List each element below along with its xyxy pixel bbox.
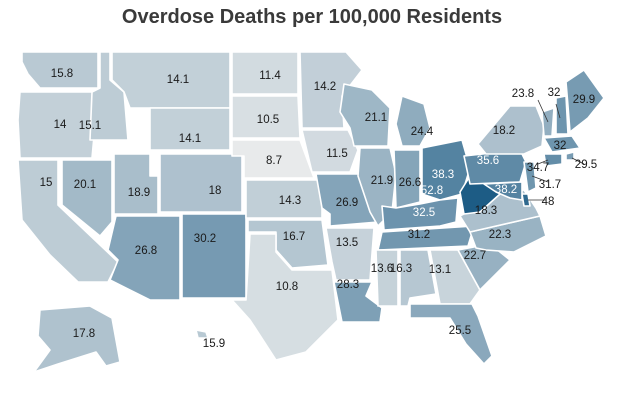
callout-line-vt <box>537 99 549 123</box>
state-nh <box>555 95 569 135</box>
state-ne <box>231 139 315 179</box>
state-sd <box>231 95 301 139</box>
state-label-mt: 14.1 <box>167 74 189 86</box>
state-or <box>17 91 99 159</box>
state-label-md: 38.2 <box>495 184 517 196</box>
state-label-tx: 10.8 <box>276 281 298 293</box>
state-label-pa: 35.6 <box>477 155 499 167</box>
state-label-az: 26.8 <box>135 245 157 257</box>
state-hi <box>195 329 209 339</box>
state-label-co: 18 <box>209 185 222 197</box>
state-wa <box>21 51 99 89</box>
state-md <box>483 181 523 201</box>
state-ia <box>301 129 359 173</box>
state-ga <box>429 249 481 305</box>
state-label-nc: 22.3 <box>489 229 511 241</box>
state-fl <box>409 303 493 365</box>
state-label-ks: 14.3 <box>279 195 301 207</box>
state-label-ak: 17.8 <box>73 328 95 340</box>
state-shapes <box>17 51 605 373</box>
state-wy <box>149 107 231 151</box>
state-label-sd: 10.5 <box>257 114 279 126</box>
state-label-ri: 29.5 <box>575 159 597 171</box>
state-id <box>89 51 129 141</box>
state-label-ia: 11.5 <box>326 148 348 160</box>
state-label-ar: 13.5 <box>336 237 358 249</box>
state-label-wa: 15.8 <box>51 68 73 80</box>
state-ar <box>325 227 375 281</box>
state-me <box>565 69 605 133</box>
state-label-nv: 20.1 <box>74 179 96 191</box>
state-label-va: 18.3 <box>475 205 497 217</box>
state-label-ut: 18.9 <box>128 187 150 199</box>
callout-line-nj <box>531 175 549 183</box>
callout-line-ct <box>537 159 549 165</box>
state-label-de: 48 <box>542 196 555 208</box>
state-label-ok: 16.7 <box>283 231 305 243</box>
state-az <box>107 215 181 301</box>
state-label-or: 14 <box>54 119 67 131</box>
state-label-vt: 23.8 <box>512 88 534 100</box>
state-label-mo: 26.9 <box>336 197 358 209</box>
state-ak <box>33 305 121 373</box>
state-label-wi: 21.1 <box>365 112 387 124</box>
state-label-ma: 32 <box>554 140 567 152</box>
state-labels: 15.8 14 15 15.1 20.1 14.1 14.1 18.9 26.8 18 30.2 11… <box>40 68 598 350</box>
state-label-al: 16.3 <box>390 263 412 275</box>
state-label-mi: 24.4 <box>411 126 434 138</box>
state-label-ky: 32.5 <box>413 207 435 219</box>
state-wi <box>339 83 391 147</box>
state-mi <box>395 95 431 147</box>
state-label-ga: 13.1 <box>429 264 451 276</box>
state-mt <box>111 51 231 109</box>
state-ut <box>113 153 159 215</box>
state-nm <box>181 213 247 299</box>
state-label-nh: 32 <box>548 87 561 99</box>
state-ms <box>375 249 399 307</box>
state-label-in: 26.6 <box>399 177 421 189</box>
state-nj <box>523 161 537 193</box>
state-label-ms: 13.6 <box>371 263 393 275</box>
state-label-oh: 38.3 <box>432 169 454 181</box>
state-label-ne: 8.7 <box>266 155 282 167</box>
state-label-la: 28.3 <box>337 279 359 291</box>
state-ok <box>247 219 329 269</box>
state-al <box>399 249 437 307</box>
state-label-nm: 30.2 <box>194 233 216 245</box>
state-ca <box>17 159 119 283</box>
state-label-ny: 18.2 <box>493 125 515 137</box>
state-ky <box>381 197 459 231</box>
state-ct <box>543 153 563 167</box>
callout-line-ri <box>571 157 585 165</box>
state-nv <box>61 159 113 237</box>
state-label-wy: 14.1 <box>179 133 201 145</box>
callout-lines <box>528 99 585 201</box>
state-ny <box>477 105 545 155</box>
state-tx <box>231 233 339 361</box>
state-label-ca: 15 <box>40 177 53 189</box>
state-co <box>159 153 243 213</box>
state-label-fl: 25.5 <box>449 325 471 337</box>
state-label-nj: 31.7 <box>539 179 561 191</box>
state-la <box>333 281 383 323</box>
state-label-il: 21.9 <box>371 175 393 187</box>
state-label-id: 15.1 <box>79 120 101 132</box>
state-label-hi: 15.9 <box>203 338 225 350</box>
state-label-me: 29.9 <box>573 94 595 106</box>
state-label-mn: 14.2 <box>314 81 336 93</box>
chart-title: Overdose Deaths per 100,000 Residents <box>121 6 503 28</box>
callout-line-nh <box>555 103 561 119</box>
state-tn <box>377 225 475 251</box>
state-nd <box>231 51 299 95</box>
state-ma <box>543 135 581 153</box>
state-label-ct: 34.7 <box>527 162 549 174</box>
state-label-wv: 52.8 <box>421 185 443 197</box>
state-label-sc: 22.7 <box>464 250 486 262</box>
state-label-tn: 31.2 <box>408 229 430 241</box>
state-de <box>521 193 531 207</box>
state-in <box>393 149 421 209</box>
state-ks <box>245 179 323 219</box>
state-label-nd: 11.4 <box>259 70 281 82</box>
